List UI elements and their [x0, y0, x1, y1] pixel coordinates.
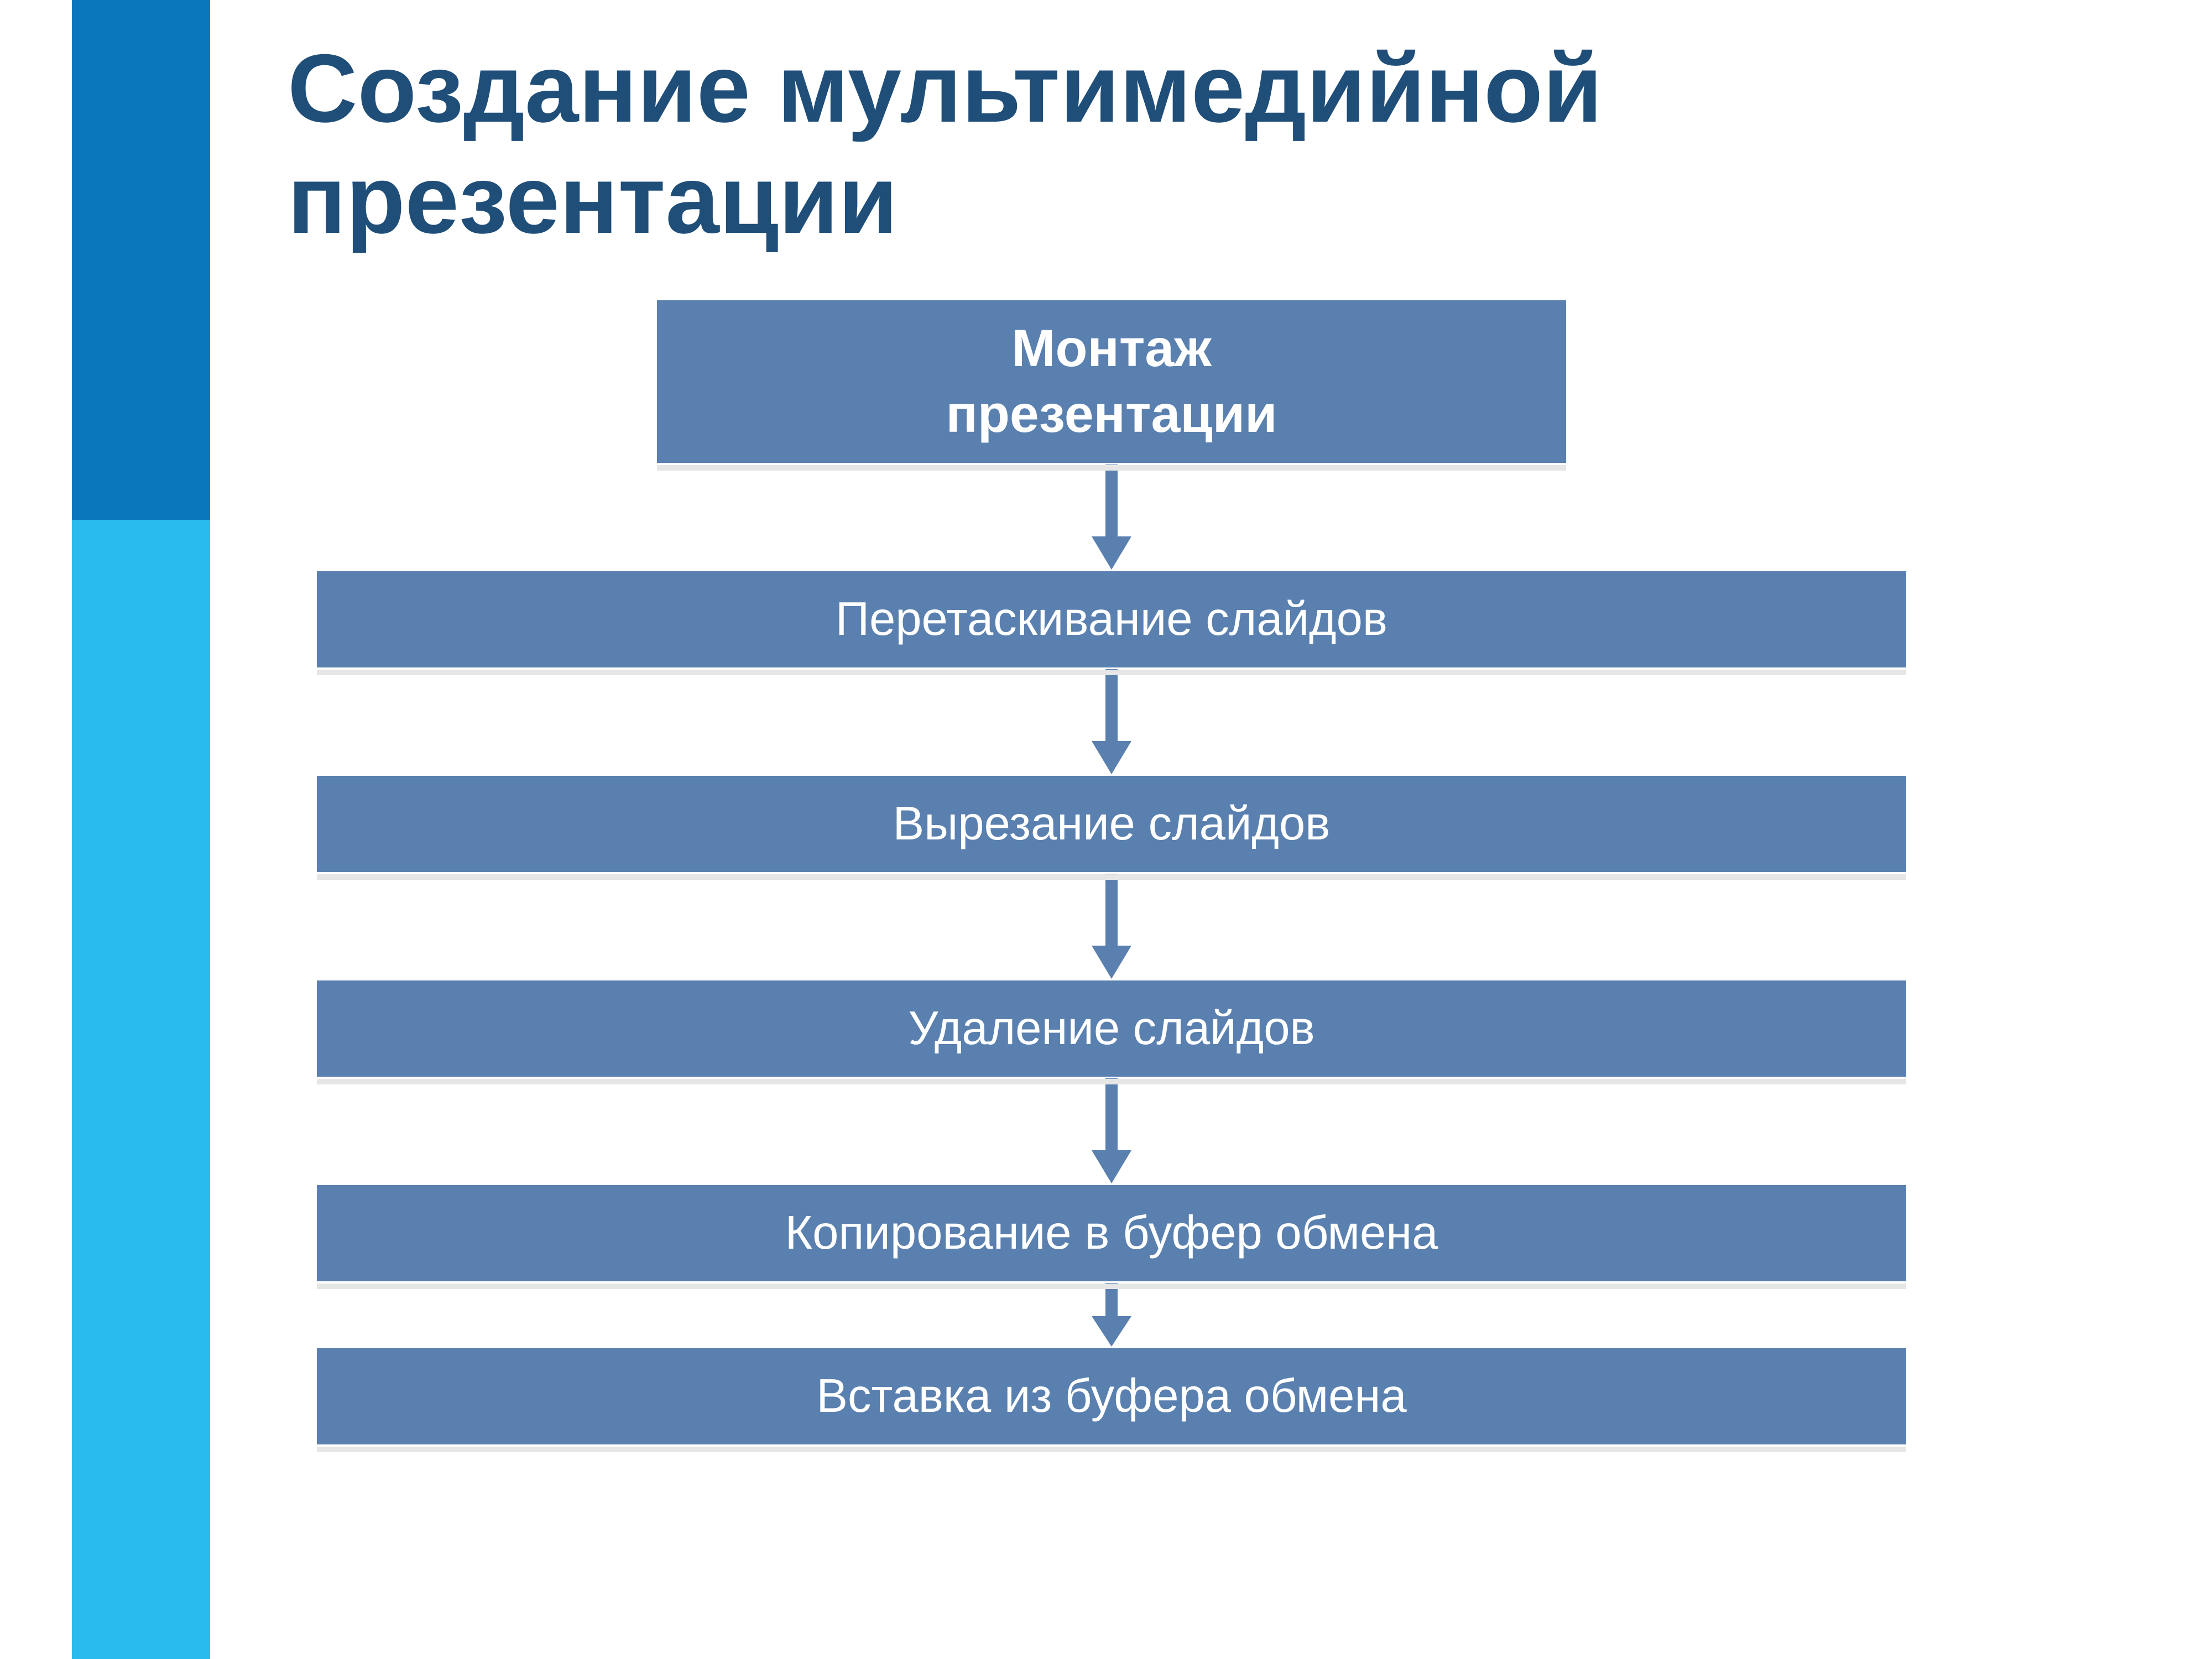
sidebar-accent-bottom [72, 520, 210, 1659]
flowchart-step-3: Копирование в буфер обмена [315, 1183, 1908, 1283]
page-title: Создание мультимедийной презентации [288, 33, 2168, 256]
flowchart-arrow-0 [1092, 465, 1131, 570]
flowchart-step-2: Удаление слайдов [315, 979, 1908, 1078]
flowchart: Монтаж презентации Перетаскивание слайдо… [310, 299, 1913, 1446]
flowchart-header: Монтаж презентации [655, 299, 1568, 465]
flowchart-step-4: Вставка из буфера обмена [315, 1347, 1908, 1446]
flowchart-step-1: Вырезание слайдов [315, 774, 1908, 874]
flowchart-arrow-4 [1092, 1283, 1131, 1347]
flowchart-arrow-1 [1092, 669, 1131, 774]
flowchart-arrow-2 [1092, 874, 1131, 979]
sidebar-accent-top [72, 0, 210, 520]
flowchart-step-0: Перетаскивание слайдов [315, 570, 1908, 669]
flowchart-arrow-3 [1092, 1078, 1131, 1183]
